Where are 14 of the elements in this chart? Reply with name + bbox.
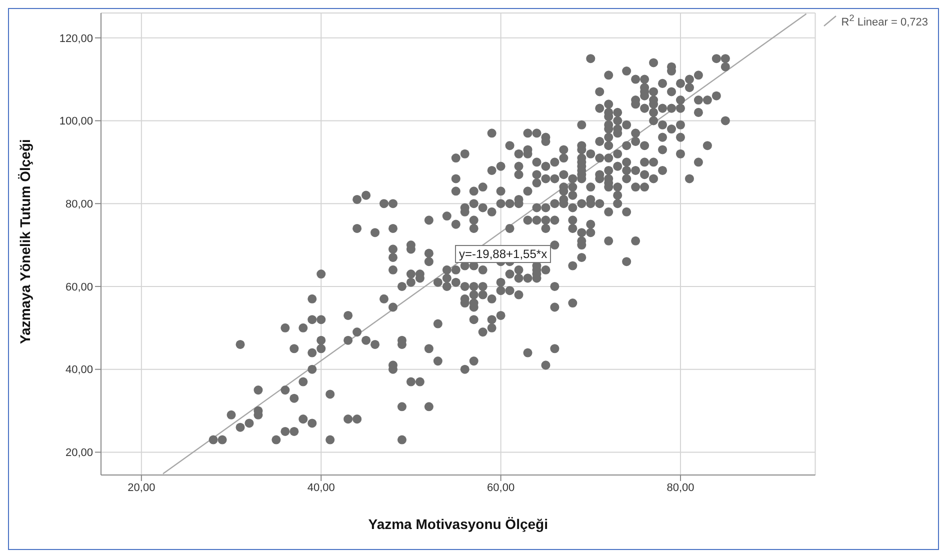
x-tick-label: 40,00 — [307, 482, 335, 494]
y-tick-label: 100,00 — [59, 116, 93, 128]
y-tick-label: 40,00 — [65, 364, 93, 376]
legend-label: R$^{2}$ Linear = 0,723 — [841, 13, 928, 29]
y-axis-title: Yazmaya Yönelik Tutum Ölçeği — [16, 139, 33, 344]
annotation: y=-19,88+1,55*x — [455, 245, 552, 263]
x-tick-label: 20,00 — [128, 482, 156, 494]
x-tick-label: 80,00 — [666, 482, 694, 494]
x-tick-label: 60,00 — [487, 482, 515, 494]
y-tick-label: 80,00 — [65, 198, 93, 211]
y-tick-label: 60,00 — [65, 281, 93, 294]
x-axis-title: Yazma Motivasyonu Ölçeği — [368, 516, 548, 532]
y-tick-label: 20,00 — [65, 447, 93, 460]
y-tick-label: 120,00 — [59, 32, 93, 45]
